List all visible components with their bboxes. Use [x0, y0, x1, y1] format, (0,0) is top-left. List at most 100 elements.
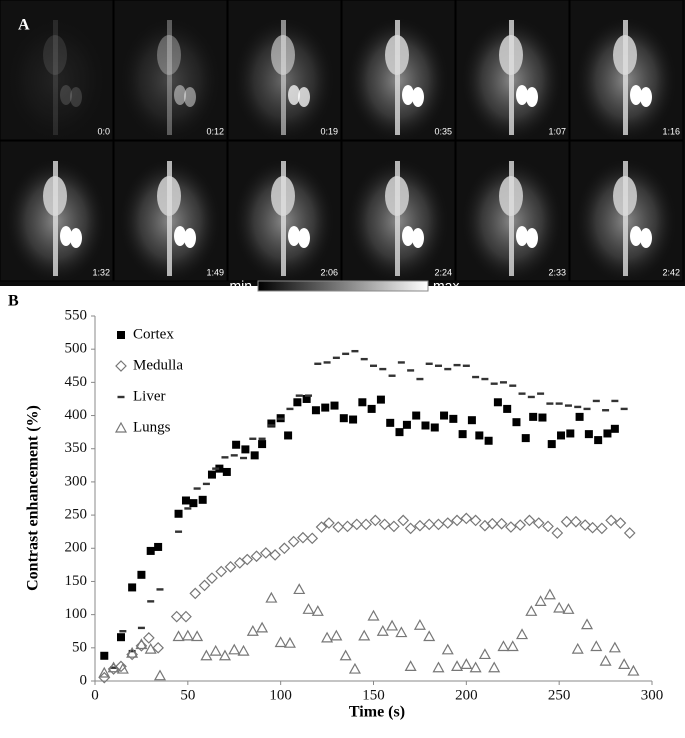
square-marker [386, 418, 395, 427]
diamond-marker [323, 517, 335, 529]
dash-marker [370, 364, 377, 367]
x-axis-title: Time (s) [349, 704, 405, 721]
diamond-marker [460, 512, 473, 525]
kidney-signal [184, 228, 196, 248]
image-tile: 0:19 [227, 0, 342, 142]
square-marker [493, 398, 502, 407]
dash-marker [574, 405, 582, 409]
diamond-marker [350, 518, 363, 531]
diamond-marker [570, 515, 582, 528]
kidney-signal [412, 228, 424, 248]
triangle-marker [488, 661, 501, 673]
square-marker [250, 451, 259, 460]
dash-marker [193, 487, 201, 490]
triangle-marker [135, 638, 148, 650]
square-marker [610, 424, 619, 433]
square-marker [440, 411, 449, 420]
triangle-marker [451, 660, 464, 672]
x-tick-label: 300 [641, 687, 664, 703]
triangle-marker [228, 643, 241, 655]
kidney-signal [516, 226, 528, 246]
triangle-marker [218, 649, 231, 661]
diamond-marker [414, 519, 426, 532]
diamond-marker [432, 518, 445, 531]
legend-label: Liver [133, 388, 165, 404]
dash-marker [444, 367, 452, 371]
diamond-marker [542, 520, 554, 533]
triangle-marker [516, 628, 529, 640]
dash-marker [537, 392, 545, 395]
diamond-marker [469, 514, 482, 527]
dash-marker [267, 424, 275, 427]
square-marker [594, 436, 603, 445]
dash-marker [379, 367, 387, 371]
dash-marker [555, 402, 563, 405]
kidney-signal [174, 226, 186, 246]
square-marker [174, 509, 183, 518]
dash-marker [472, 375, 480, 379]
aorta-signal [167, 20, 172, 135]
triangle-marker [274, 636, 287, 648]
frame-time: 2:06 [320, 267, 338, 277]
legend-label: Cortex [133, 326, 174, 342]
dash-marker [332, 356, 340, 360]
square-marker [475, 431, 484, 440]
dash-marker [388, 374, 396, 377]
body-signal [120, 18, 220, 142]
diamond-marker [233, 557, 246, 569]
aorta-signal [623, 20, 628, 135]
dash-marker [434, 364, 442, 367]
triangle-marker [441, 643, 454, 655]
diamond-marker [206, 572, 218, 584]
square-marker [284, 431, 293, 440]
dash-marker [462, 364, 470, 367]
kidney-signal [640, 228, 652, 248]
diamond-marker [486, 517, 499, 530]
aorta-signal [53, 20, 58, 135]
square-marker [311, 406, 320, 415]
diamond-marker [142, 632, 155, 644]
aorta-signal [281, 161, 286, 276]
diamond-marker [341, 520, 354, 533]
image-tile: 2:06 [227, 140, 342, 283]
image-tile: 0:0 [0, 0, 114, 142]
square-marker [412, 411, 421, 420]
square-marker [241, 445, 250, 454]
y-tick-label: 250 [65, 507, 88, 523]
frame-time: 1:49 [206, 267, 224, 277]
dash-marker [147, 600, 155, 603]
diamond-marker [451, 514, 463, 527]
x-tick-label: 150 [362, 687, 385, 703]
square-marker [330, 401, 339, 410]
dash-marker [592, 399, 600, 403]
diamond-marker [241, 553, 254, 566]
diamond-marker [560, 515, 573, 528]
dash-marker [527, 395, 535, 399]
kidney-signal [298, 87, 310, 107]
square-marker [207, 470, 216, 479]
x-tick-label: 200 [455, 687, 478, 703]
triangle-marker [181, 629, 194, 641]
triangle-marker [478, 648, 491, 660]
dash-marker [230, 454, 238, 457]
y-tick-label: 0 [80, 672, 88, 688]
image-tile: 1:49 [113, 140, 228, 283]
diamond-marker [152, 641, 164, 654]
dash-marker [305, 394, 313, 397]
square-marker [449, 414, 458, 423]
triangle-marker [209, 644, 222, 656]
triangle-marker [553, 601, 566, 613]
image-tile: 1:16 [569, 0, 684, 142]
kidney-signal [412, 87, 424, 107]
dash-marker [156, 588, 164, 591]
triangle-marker [460, 658, 473, 670]
dash-marker [258, 437, 266, 440]
square-marker [137, 570, 146, 579]
diamond-marker [523, 514, 536, 527]
triangle-marker [534, 595, 547, 606]
triangle-marker [265, 591, 278, 603]
dash-marker [453, 363, 461, 367]
square-marker [503, 404, 512, 413]
dash-marker [407, 369, 415, 372]
frame-time: 0:0 [97, 126, 110, 136]
